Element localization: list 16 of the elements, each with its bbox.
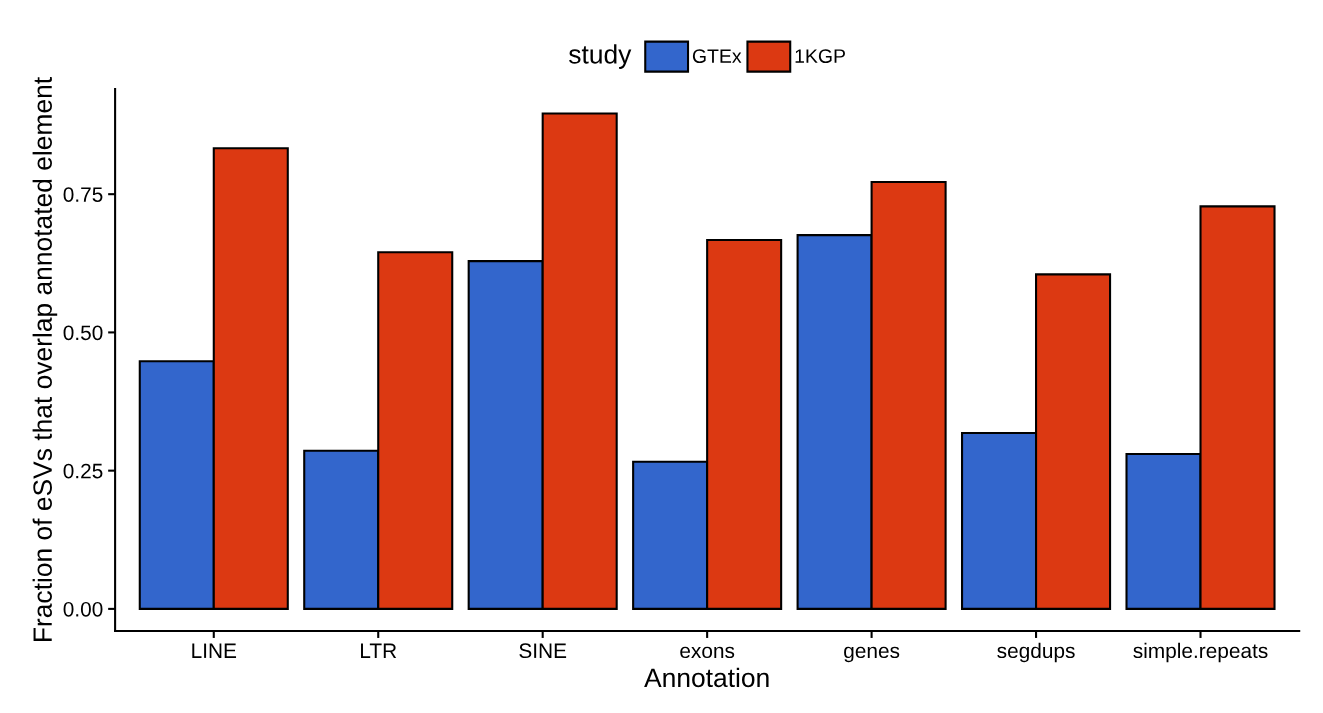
legend-label: GTEx bbox=[692, 49, 742, 63]
x-tick-label: simple.repeats bbox=[1133, 642, 1268, 663]
x-axis-title: Annotation bbox=[644, 667, 769, 688]
legend-title: study bbox=[569, 44, 632, 69]
y-tick-label: 0.50 bbox=[63, 325, 103, 341]
x-tick-label: genes bbox=[844, 646, 900, 663]
x-tick-label: exons bbox=[680, 646, 735, 659]
x-tick-label: SINE bbox=[519, 643, 567, 659]
y-tick-label: 0.75 bbox=[63, 187, 103, 202]
y-axis-title: Fraction of eSVs that overlap annotated element bbox=[32, 77, 58, 641]
x-tick-label: segdups bbox=[997, 642, 1075, 663]
y-tick-label: 0.00 bbox=[63, 601, 103, 617]
x-tick-label: LTR bbox=[361, 643, 397, 658]
x-tick-label: LINE bbox=[192, 643, 237, 658]
legend-label: 1KGP bbox=[795, 49, 845, 63]
y-tick-label: 0.25 bbox=[63, 463, 103, 479]
